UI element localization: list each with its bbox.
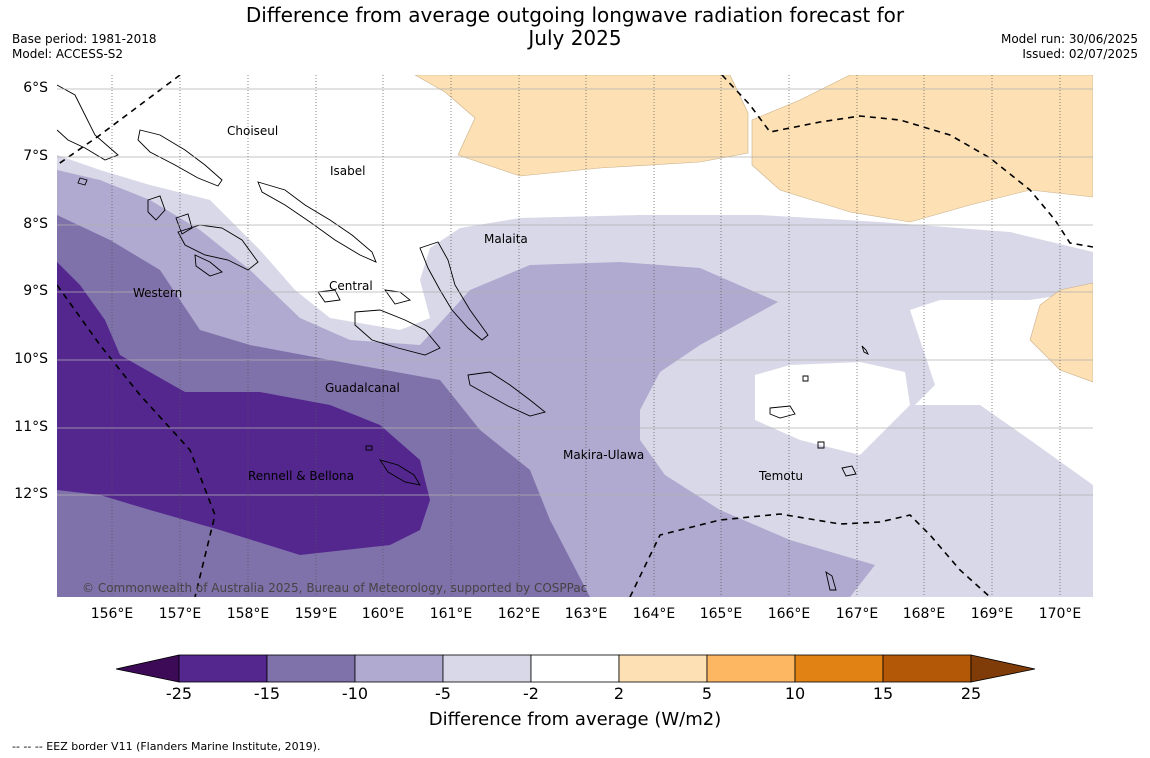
island-vanikoro [841,465,857,477]
lon-label: 167°E [835,606,879,622]
island-bougainville [57,84,119,161]
colorbar-segment-9 [882,654,972,683]
island-malaita [419,241,489,341]
meta-left: Base period: 1981-2018 Model: ACCESS-S2 [12,32,157,62]
base-period: Base period: 1981-2018 [12,32,157,46]
anomaly-positive-north [414,75,749,177]
eez-border [57,75,1093,597]
lat-label: 10°S [14,351,48,367]
colorbar-segment-8 [794,654,884,683]
region-label-makira-ulawa: Makira-Ulawa [563,448,645,462]
island-rennell [378,459,421,486]
colorbar-segment-2 [266,654,356,683]
region-label-temotu: Temotu [759,469,804,483]
island-duff [861,345,870,356]
colorbar [115,654,1036,683]
anomaly-near-normal-temotu [755,362,910,455]
colorbar-tick-label: -5 [435,684,451,703]
island-choiseul [137,129,223,187]
colorbar-tick-label: 15 [872,684,894,703]
lat-label: 9°S [23,283,48,299]
lon-label: 168°E [902,606,946,622]
model-name: Model: ACCESS-S2 [12,47,124,61]
lat-label: 6°S [23,80,48,96]
island-vellalavella [147,195,166,221]
lon-label: 166°E [767,606,811,622]
island-tikopia [817,441,825,449]
lat-label: 11°S [14,419,48,435]
anomaly-positive-northeast [751,75,1093,223]
island-newgeorgia [177,224,259,271]
island-guadalcanal [354,309,441,356]
coastlines [57,84,870,591]
lon-label: 169°E [970,606,1014,622]
island-anuta [825,571,837,591]
region-label-isabel: Isabel [330,164,366,178]
eez-border-north-west [57,75,181,166]
lat-label: 12°S [14,486,48,502]
colorbar-segment-1 [178,654,268,683]
colorbar-tick-label: 10 [784,684,806,703]
lon-label: 162°E [497,606,541,622]
map-title-line1: Difference from average outgoing longwav… [245,3,905,27]
island-bellona [365,445,373,451]
colorbar-tick-label: 2 [613,684,625,703]
island-makira [467,371,546,417]
eez-border-south [629,513,991,597]
colorbar-tick-label: 25 [960,684,982,703]
lon-label: 165°E [699,606,743,622]
colorbar-segment-5 [530,654,620,683]
colorbar-extend-high [970,654,1036,683]
colorbar-tick-label: -15 [253,684,281,703]
lon-label: 163°E [564,606,608,622]
anomaly-positive-east [1029,282,1093,383]
colorbar-tick-label: 5 [701,684,713,703]
region-label-rennell-bellona: Rennell & Bellona [248,469,355,483]
issued-date: Issued: 02/07/2025 [1022,47,1138,61]
lat-label: 8°S [23,216,48,232]
region-label-guadalcanal: Guadalcanal [325,381,400,395]
island-rendova [194,254,223,277]
region-label-malaita: Malaita [484,232,528,246]
lon-label: 157°E [158,606,202,622]
lon-label: 156°E [90,606,134,622]
lon-label: 160°E [361,606,405,622]
lon-gridlines [111,75,1061,597]
lon-label: 164°E [632,606,676,622]
map-title: Difference from average outgoing longwav… [0,4,1150,50]
anomaly-band-minus15 [57,262,430,555]
colorbar-title: Difference from average (W/m2) [428,709,722,730]
region-label-central: Central [329,279,373,293]
copyright-notice: © Commonwealth of Australia 2025, Bureau… [82,581,588,595]
island-shortlands [77,177,88,186]
island-isabel [257,181,377,263]
lat-gridlines [57,88,1093,496]
colorbar-tick-label: -10 [341,684,369,703]
map-title-line2: July 2025 [528,26,622,50]
lon-label: 159°E [294,606,338,622]
colorbar-segment-4 [442,654,532,683]
colorbar-segment-6 [618,654,708,683]
island-santacruz [769,405,796,419]
island-florida [317,289,341,303]
colorbar-segment-7 [706,654,796,683]
island-reef [802,375,809,382]
region-label-choiseul: Choiseul [227,124,279,138]
colorbar-segment-3 [354,654,444,683]
meta-right: Model run: 30/06/2025 Issued: 02/07/2025 [1001,32,1138,62]
lon-label: 158°E [226,606,270,622]
model-run: Model run: 30/06/2025 [1000,32,1138,46]
lon-label: 170°E [1038,606,1082,622]
colorbar-tick-label: -25 [165,684,193,703]
eez-footnote: -- -- -- EEZ border V11 (Flanders Marine… [12,740,321,753]
island-savo [384,289,411,305]
lon-label: 161°E [429,606,473,622]
region-label-western: Western [133,286,183,300]
lat-label: 7°S [23,148,48,164]
eez-border-north-east [721,75,1093,248]
colorbar-extend-low [115,654,180,683]
colorbar-tick-label: -2 [523,684,539,703]
